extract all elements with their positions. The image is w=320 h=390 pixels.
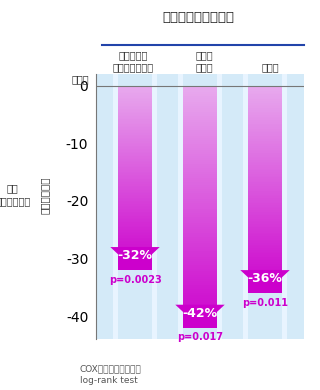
Polygon shape	[110, 247, 160, 270]
Text: 糖尿病
関連死: 糖尿病 関連死	[195, 50, 213, 72]
Text: -42%: -42%	[182, 307, 218, 320]
Text: リスク低下率: リスク低下率	[40, 176, 50, 214]
Polygon shape	[240, 270, 290, 293]
Text: p=0.0023: p=0.0023	[108, 275, 161, 285]
Text: -36%: -36%	[248, 272, 283, 285]
Text: log-rank test: log-rank test	[80, 376, 138, 385]
Text: p=0.017: p=0.017	[177, 332, 223, 342]
Text: 一次エンドポイント: 一次エンドポイント	[163, 11, 234, 24]
Text: （％）: （％）	[72, 74, 90, 84]
Text: 〈対
従来療法群〉: 〈対 従来療法群〉	[0, 183, 30, 207]
Text: p=0.011: p=0.011	[242, 298, 288, 308]
Text: COX回帰比例ハザード: COX回帰比例ハザード	[80, 365, 142, 374]
Text: 総死亡: 総死亡	[262, 62, 280, 72]
Text: 糖尿病関連
エンドポイント: 糖尿病関連 エンドポイント	[113, 50, 154, 72]
Text: -32%: -32%	[117, 249, 153, 262]
Polygon shape	[175, 305, 225, 328]
